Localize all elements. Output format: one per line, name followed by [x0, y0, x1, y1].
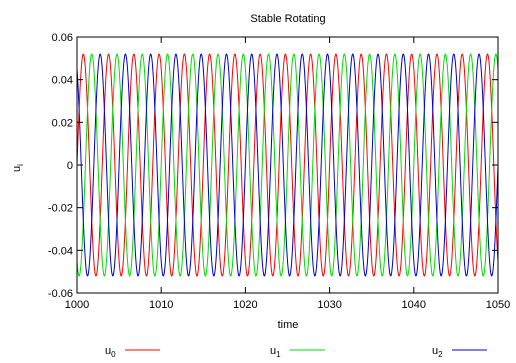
series-line-0	[76, 53, 499, 277]
chart-title: Stable Rotating	[250, 13, 325, 25]
y-axis-label: ui	[11, 164, 25, 172]
series-line-2	[76, 53, 499, 277]
series-line-1	[76, 53, 499, 277]
x-tick-label: 1000	[65, 299, 89, 311]
y-tick-label: -0.02	[48, 203, 73, 215]
legend-label-2: u2	[432, 345, 443, 359]
y-tick-label: 0.04	[52, 75, 73, 87]
y-tick-label: 0	[67, 160, 73, 172]
x-tick-label: 1030	[317, 299, 341, 311]
x-tick-label: 1040	[402, 299, 426, 311]
y-tick-label: 0.06	[52, 32, 73, 44]
y-tick-label: -0.06	[48, 288, 73, 300]
x-tick-label: 1010	[149, 299, 173, 311]
x-tick-label: 1020	[233, 299, 257, 311]
legend: u0 u1 u2	[105, 345, 487, 359]
x-tick-label: 1050	[486, 299, 510, 311]
plot-series	[76, 53, 499, 277]
plot-frame	[76, 36, 499, 294]
axis-tick-labels: 1000 1010 1020 1030 1040 1050 -0.06 -0.04 -0.02 0…	[48, 32, 510, 311]
legend-label-0: u0	[105, 345, 116, 359]
x-axis-label: time	[278, 319, 299, 331]
y-tick-label: 0.02	[52, 117, 73, 129]
svg-text:ui: ui	[11, 164, 25, 172]
y-axis-label-sub: i	[16, 164, 25, 166]
legend-label-1: u1	[270, 345, 281, 359]
y-tick-label: -0.04	[48, 245, 73, 257]
y-axis-label-base: u	[11, 166, 23, 172]
